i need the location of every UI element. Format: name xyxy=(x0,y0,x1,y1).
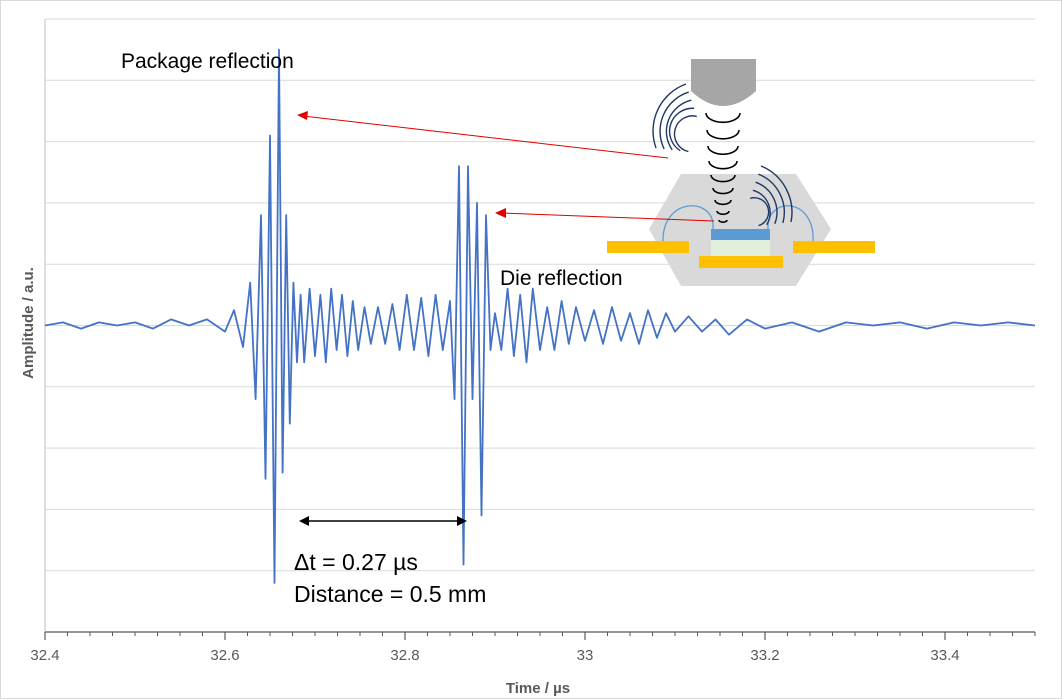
x-axis-title: Time / µs xyxy=(506,680,570,697)
beam-arc xyxy=(707,145,739,156)
scatter-arc xyxy=(749,197,770,227)
x-tick-label: 33.4 xyxy=(930,647,959,664)
beam-arc xyxy=(716,210,730,216)
gridlines xyxy=(45,18,1035,572)
package-reflection-label: Package reflection xyxy=(121,50,294,73)
transducer-probe xyxy=(691,59,756,106)
die-attach xyxy=(711,240,770,256)
beam-arc xyxy=(706,129,740,140)
package-arrow xyxy=(302,115,669,159)
die-arrowhead xyxy=(495,208,506,218)
acoustic-waves xyxy=(652,83,793,227)
scatter-arc xyxy=(665,99,692,151)
scatter-arc xyxy=(752,189,771,226)
beam-arc xyxy=(708,160,738,170)
series-line-amplitude xyxy=(44,48,1036,584)
x-tick-label: 33.2 xyxy=(750,647,779,664)
x-tick-label: 32.8 xyxy=(390,647,419,664)
scatter-arc xyxy=(668,107,695,152)
scatter-arc xyxy=(673,115,697,153)
lead-right xyxy=(793,241,875,253)
scatter-arc xyxy=(758,173,785,224)
x-tick-label: 33 xyxy=(577,647,594,664)
die-reflection-label: Die reflection xyxy=(500,267,623,290)
axes xyxy=(44,19,1036,640)
beam-arc xyxy=(710,174,736,183)
scatter-arc xyxy=(755,181,778,225)
y-axis-title: Amplitude / a.u. xyxy=(20,267,37,379)
die xyxy=(711,229,770,240)
x-tick-labels: 32.4 32.6 32.8 33 33.2 33.4 xyxy=(30,647,959,664)
beam-arc xyxy=(705,112,741,124)
beam-arc xyxy=(714,199,732,206)
beam-arc xyxy=(712,187,734,195)
scatter-arc xyxy=(659,91,689,150)
package-arrowhead xyxy=(297,111,308,120)
x-tick-label: 32.4 xyxy=(30,647,59,664)
bond-wire-left xyxy=(662,205,714,244)
package-illustration xyxy=(607,59,875,286)
beam-arc xyxy=(718,219,728,223)
delta-t-label: Δt = 0.27 µs xyxy=(294,549,418,575)
scatter-arc xyxy=(760,165,793,223)
lead-center xyxy=(699,256,783,268)
lead-left xyxy=(607,241,689,253)
x-tick-label: 32.6 xyxy=(210,647,239,664)
die-arrow xyxy=(500,212,715,222)
scatter-arc xyxy=(652,83,687,149)
delta-t-arrowhead-left xyxy=(299,516,309,526)
distance-label: Distance = 0.5 mm xyxy=(294,581,486,607)
delta-t-arrowhead-right xyxy=(457,516,467,526)
